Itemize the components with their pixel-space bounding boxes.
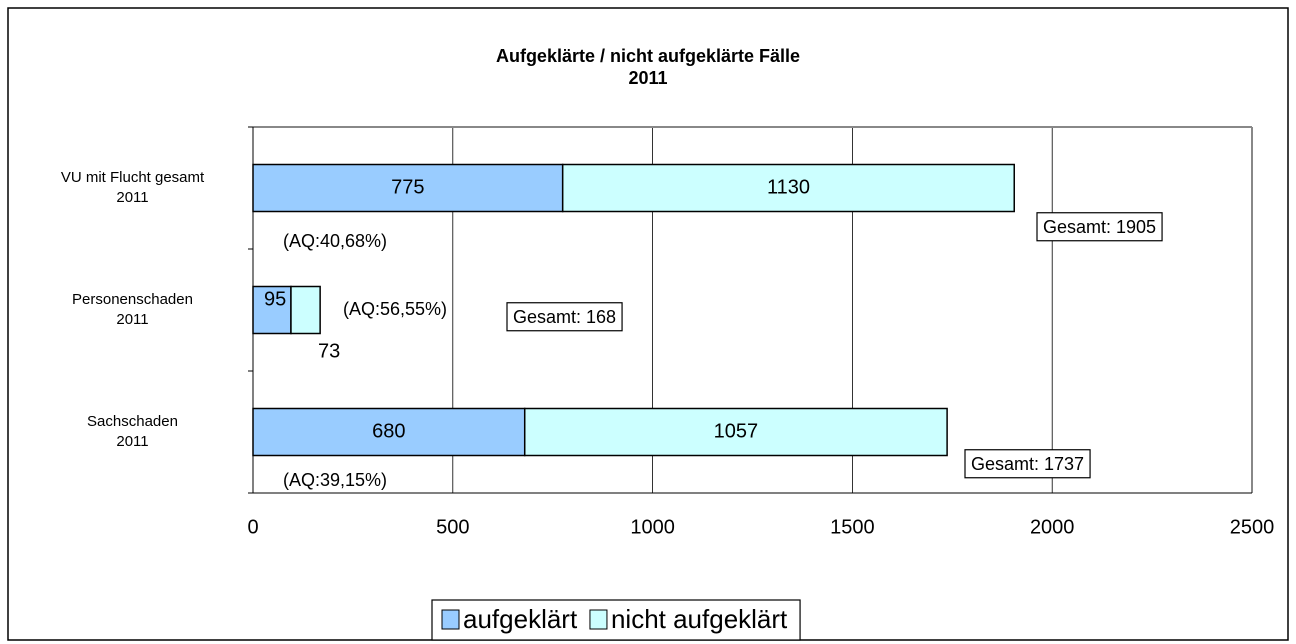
total-label: Gesamt: 1737 xyxy=(971,454,1084,474)
legend-swatch xyxy=(589,609,608,630)
bar xyxy=(523,407,948,457)
total-box xyxy=(506,302,623,332)
bar xyxy=(290,285,321,335)
bar xyxy=(561,163,1015,213)
legend-label: nicht aufgeklärt xyxy=(611,604,788,634)
legend-swatch xyxy=(441,609,460,630)
y-tick-label: Personenschaden 2011 xyxy=(72,291,193,328)
total-label: Gesamt: 1905 xyxy=(1043,217,1156,237)
bar xyxy=(252,163,564,213)
total-box xyxy=(964,449,1091,479)
bar xyxy=(252,285,292,335)
x-tick-label: 1500 xyxy=(830,516,875,538)
chart-frame xyxy=(7,7,1289,641)
total-box xyxy=(1036,212,1163,242)
x-tick-label: 1000 xyxy=(630,516,675,538)
x-tick-label: 0 xyxy=(247,516,258,538)
x-tick-label: 2000 xyxy=(1030,516,1075,538)
ratio-label: (AQ:56,55%) xyxy=(343,299,447,319)
bar xyxy=(252,407,526,457)
data-label: 1130 xyxy=(767,176,810,198)
y-tick-label: VU mit Flucht gesamt 2011 xyxy=(60,169,205,206)
data-label: 1057 xyxy=(714,420,759,442)
legend-box xyxy=(431,599,801,641)
data-label: 775 xyxy=(391,176,424,198)
total-label: Gesamt: 168 xyxy=(513,307,616,327)
data-label: 95 xyxy=(264,288,286,310)
ratio-label: (AQ:39,15%) xyxy=(283,470,387,490)
data-label: 73 xyxy=(318,340,340,362)
data-label: 680 xyxy=(372,420,405,442)
x-tick-label: 500 xyxy=(436,516,469,538)
ratio-label: (AQ:40,68%) xyxy=(283,231,387,251)
legend-label: aufgeklärt xyxy=(463,604,578,634)
chart-title: Aufgeklärte / nicht aufgeklärte Fälle 20… xyxy=(495,46,801,88)
y-tick-label: Sachschaden 2011 xyxy=(87,413,178,450)
x-tick-label: 2500 xyxy=(1230,516,1275,538)
